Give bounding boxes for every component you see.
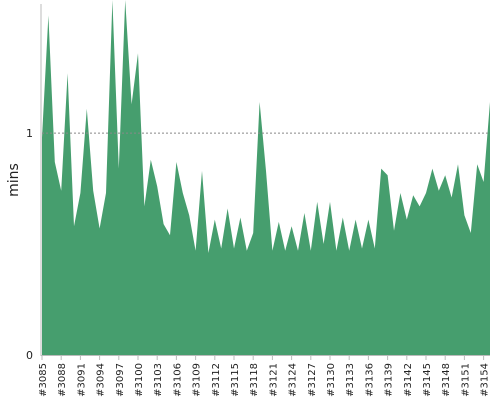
x-tick-label: #3109 bbox=[192, 363, 203, 397]
x-tick-label: #3103 bbox=[153, 363, 164, 397]
x-tick-label: #3106 bbox=[172, 363, 183, 397]
x-tick-label: #3094 bbox=[96, 363, 107, 397]
x-tick-label: #3085 bbox=[38, 363, 49, 397]
x-tick-label: #3100 bbox=[134, 363, 145, 397]
x-tick-label: #3133 bbox=[345, 363, 356, 397]
x-tick-label: #3130 bbox=[326, 363, 337, 397]
y-tick-label: 0 bbox=[26, 349, 33, 362]
x-tick-label: #3139 bbox=[384, 363, 395, 397]
x-tick-label: #3136 bbox=[364, 363, 375, 397]
axis-layer bbox=[40, 4, 490, 356]
x-tick-label: #3118 bbox=[249, 363, 260, 397]
x-tick-label: #3121 bbox=[268, 363, 279, 397]
x-tick-label: #3097 bbox=[115, 363, 126, 397]
x-tick-label: #3088 bbox=[57, 363, 68, 397]
x-tick-labels: #3085 #3088 #3091 #3094 #3097 #3100 #3103 #3106… bbox=[38, 356, 491, 397]
x-tick-label: #3112 bbox=[211, 363, 222, 397]
y-tick-label: 1 bbox=[26, 127, 33, 140]
x-tick-label: #3145 bbox=[422, 363, 433, 397]
area-layer bbox=[42, 0, 490, 355]
x-tick-label: #3115 bbox=[230, 363, 241, 397]
x-tick-label: #3148 bbox=[441, 363, 452, 397]
x-tick-label: #3151 bbox=[460, 363, 471, 397]
x-tick-label: #3142 bbox=[403, 363, 414, 397]
y-axis-label: mins bbox=[6, 163, 22, 197]
y-tick-labels: 01 bbox=[26, 127, 33, 362]
x-tick-label: #3127 bbox=[307, 363, 318, 397]
x-tick-label: #3091 bbox=[76, 363, 87, 397]
x-tick-label: #3154 bbox=[480, 363, 491, 397]
x-tick-label: #3124 bbox=[288, 363, 299, 397]
area-series bbox=[42, 0, 490, 355]
